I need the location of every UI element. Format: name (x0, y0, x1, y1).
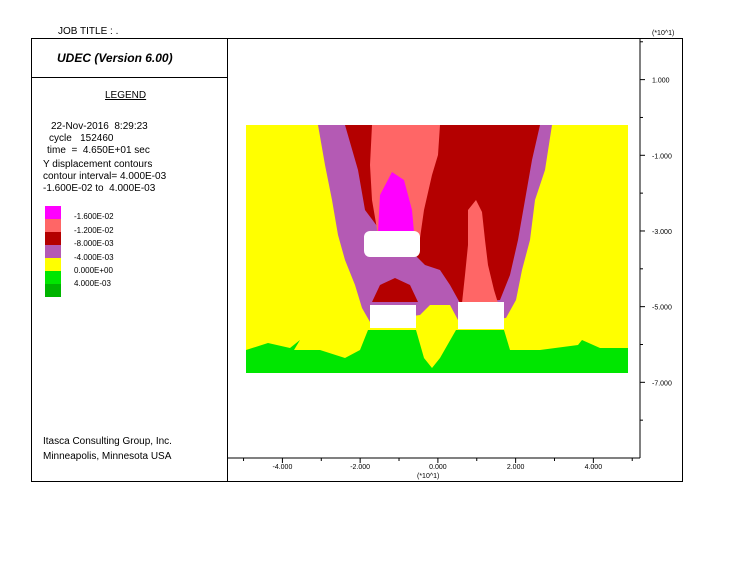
contour-region-darkred-lower (372, 278, 418, 302)
legend-time: time = 4.650E+01 sec (47, 145, 150, 156)
legend-swatch (45, 219, 61, 232)
legend-contour-name: Y displacement contours (43, 159, 153, 170)
legend-level-label: -1.600E-02 (74, 212, 114, 221)
legend-level-label: 0.000E+00 (74, 266, 113, 275)
y-tick-label: -1.000 (652, 153, 672, 160)
plot-axes: (*10^1) (*10^1) -4.000 -2.000 0.000 2.000 4.… (228, 30, 674, 480)
company-location: Minneapolis, Minnesota USA (43, 451, 172, 462)
contour-region-green (246, 330, 628, 373)
legend-contour-interval: contour interval= 4.000E-03 (43, 171, 167, 182)
plot-frame (31, 38, 683, 482)
x-tick-label: 4.000 (585, 464, 603, 471)
legend-level-label: -8.000E-03 (74, 239, 114, 248)
contour-region-magenta (378, 172, 414, 232)
legend-swatch (45, 258, 61, 271)
legend-swatch (45, 206, 61, 219)
x-tick-label: -4.000 (272, 464, 292, 471)
contour-fill (246, 125, 628, 373)
legend-cycle: cycle 152460 (49, 133, 114, 144)
x-tick-label: 0.000 (429, 464, 447, 471)
legend-level-label: -4.000E-03 (74, 253, 114, 262)
y-tick-label: 1.000 (652, 78, 670, 85)
legend-swatch (45, 232, 61, 245)
x-multiplier-label: (*10^1) (417, 473, 439, 480)
y-multiplier-label: (*10^1) (652, 30, 674, 37)
opening-right (458, 302, 504, 329)
company-name: Itasca Consulting Group, Inc. (43, 436, 172, 447)
y-tick-label: -3.000 (652, 229, 672, 236)
y-tick-label: -7.000 (652, 380, 672, 387)
legend-level-label: 4.000E-03 (74, 279, 111, 288)
x-tick-label: -2.000 (350, 464, 370, 471)
job-title: JOB TITLE : . (58, 26, 119, 37)
contour-region-salmon-right (462, 200, 498, 303)
legend-swatch (45, 284, 61, 297)
opening-upper (364, 231, 420, 257)
legend-pane: UDEC (Version 6.00) LEGEND 22-Nov-2016 8… (31, 38, 228, 482)
opening-left (370, 305, 416, 328)
legend-header (31, 38, 227, 78)
legend-date: 22-Nov-2016 8:29:23 (51, 121, 148, 132)
legend-swatch (45, 245, 61, 258)
legend-contour-range: -1.600E-02 to 4.000E-03 (43, 183, 156, 194)
y-tick-label: -5.000 (652, 305, 672, 312)
app-title: UDEC (Version 6.00) (57, 51, 173, 65)
legend-swatch (45, 271, 61, 284)
legend-level-label: -1.200E-02 (74, 226, 114, 235)
legend-title: LEGEND (105, 90, 147, 101)
x-tick-label: 2.000 (507, 464, 525, 471)
